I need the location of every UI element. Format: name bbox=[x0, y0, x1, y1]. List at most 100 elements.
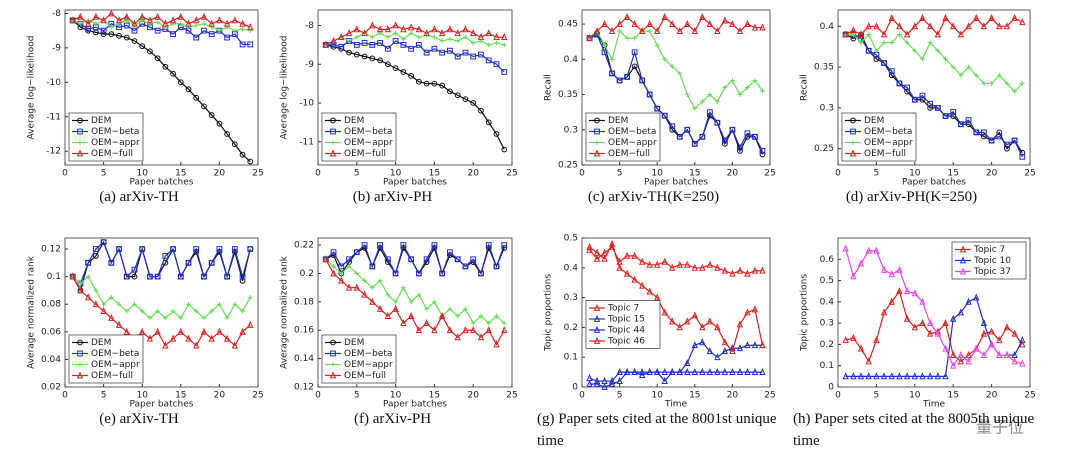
marker bbox=[965, 117, 972, 124]
marker bbox=[919, 297, 926, 305]
marker bbox=[353, 249, 360, 256]
marker bbox=[108, 259, 115, 266]
x-tick-label: 5 bbox=[354, 169, 360, 179]
y-tick-label: -9 bbox=[305, 60, 314, 70]
marker bbox=[714, 99, 720, 104]
x-tick-label: 25 bbox=[1024, 391, 1035, 401]
marker bbox=[896, 372, 903, 380]
marker bbox=[247, 23, 254, 31]
y-tick-label: 0.4 bbox=[564, 55, 579, 65]
marker bbox=[669, 123, 676, 130]
x-axis-label: Time bbox=[664, 400, 687, 410]
marker bbox=[223, 19, 231, 27]
marker bbox=[331, 263, 336, 269]
marker bbox=[980, 319, 988, 327]
marker bbox=[393, 30, 398, 36]
marker bbox=[431, 80, 438, 87]
series-line bbox=[845, 289, 1023, 363]
marker bbox=[1003, 350, 1011, 358]
marker bbox=[353, 51, 360, 58]
marker bbox=[69, 16, 76, 24]
marker bbox=[722, 85, 728, 90]
marker bbox=[185, 19, 192, 27]
y-tick-label: 0.5 bbox=[820, 276, 834, 286]
marker bbox=[850, 333, 857, 341]
marker bbox=[139, 43, 146, 50]
marker bbox=[988, 327, 995, 335]
marker bbox=[415, 78, 422, 85]
marker bbox=[369, 55, 376, 62]
marker bbox=[631, 367, 638, 375]
marker bbox=[493, 263, 500, 270]
marker bbox=[201, 27, 207, 34]
x-axis-label: Paper batches bbox=[130, 178, 194, 188]
marker bbox=[744, 341, 751, 349]
marker bbox=[973, 14, 980, 22]
marker bbox=[609, 56, 615, 62]
marker bbox=[744, 308, 751, 316]
y-tick-label: 0.1 bbox=[564, 353, 578, 363]
marker bbox=[873, 246, 880, 254]
marker bbox=[392, 38, 399, 44]
x-tick-label: 20 bbox=[214, 391, 226, 401]
x-tick-label: 20 bbox=[467, 391, 479, 401]
legend-label: OEM−appr bbox=[344, 360, 393, 370]
x-axis-label: Paper batches bbox=[383, 400, 447, 410]
y-tick-label: 0.45 bbox=[558, 20, 578, 30]
marker bbox=[463, 306, 468, 312]
marker bbox=[193, 34, 200, 41]
marker bbox=[586, 242, 593, 250]
legend-marker bbox=[593, 303, 601, 311]
marker bbox=[631, 251, 638, 259]
marker bbox=[616, 77, 623, 84]
x-tick-label: 25 bbox=[764, 391, 775, 401]
marker bbox=[147, 315, 153, 321]
legend-label: Topic 44 bbox=[607, 326, 645, 336]
marker bbox=[224, 315, 230, 321]
x-tick-label: 15 bbox=[175, 391, 186, 401]
marker bbox=[927, 100, 934, 107]
plot-frame bbox=[581, 9, 771, 166]
marker bbox=[247, 41, 254, 48]
x-axis-label: Time bbox=[922, 400, 945, 410]
marker bbox=[699, 263, 706, 271]
marker bbox=[950, 22, 957, 30]
marker bbox=[586, 373, 593, 381]
marker bbox=[178, 21, 184, 27]
legend-marker bbox=[330, 140, 336, 145]
marker bbox=[346, 49, 352, 56]
marker bbox=[108, 9, 115, 17]
marker bbox=[485, 57, 492, 64]
marker bbox=[942, 372, 949, 380]
marker bbox=[857, 30, 865, 38]
marker bbox=[881, 60, 887, 66]
marker bbox=[714, 27, 721, 35]
series-line bbox=[589, 246, 763, 275]
marker bbox=[646, 260, 653, 268]
marker bbox=[369, 34, 375, 40]
x-tick-label: 15 bbox=[947, 169, 958, 179]
marker bbox=[447, 249, 453, 256]
marker bbox=[115, 16, 123, 24]
marker bbox=[208, 334, 215, 342]
marker bbox=[369, 285, 375, 291]
marker bbox=[147, 48, 153, 55]
legend-marker bbox=[329, 149, 337, 157]
marker bbox=[400, 41, 407, 48]
marker bbox=[346, 256, 352, 263]
marker bbox=[162, 315, 168, 321]
marker bbox=[865, 357, 872, 365]
marker bbox=[354, 271, 360, 276]
marker bbox=[501, 146, 508, 153]
marker bbox=[934, 30, 942, 38]
marker bbox=[177, 12, 184, 20]
y-tick-label: -8 bbox=[52, 9, 61, 19]
marker bbox=[408, 45, 415, 52]
marker bbox=[408, 299, 414, 305]
marker bbox=[170, 21, 176, 27]
marker bbox=[691, 311, 698, 319]
marker bbox=[601, 254, 608, 262]
series-line bbox=[72, 275, 251, 320]
x-tick-label: 15 bbox=[429, 169, 440, 179]
marker bbox=[865, 22, 872, 30]
